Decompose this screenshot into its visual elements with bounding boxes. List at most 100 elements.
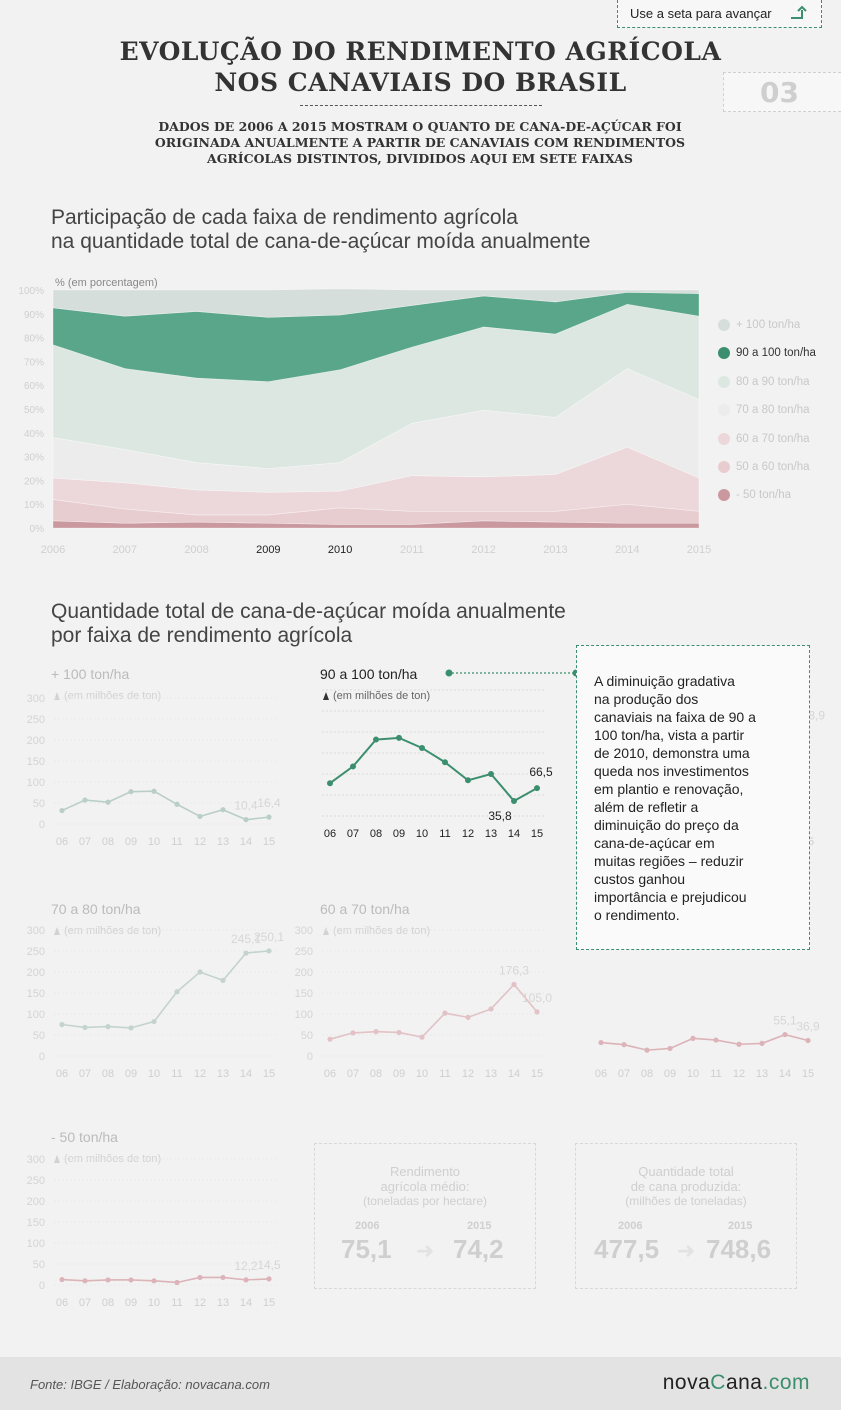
- area-ytick-label: 50%: [24, 405, 44, 416]
- small-xtick-label: 07: [79, 1068, 91, 1080]
- title-divider: [300, 105, 542, 106]
- small-xtick-label: 09: [125, 1068, 137, 1080]
- kpi-yield-year-a: 2006: [355, 1220, 380, 1232]
- callout-line: na produção dos: [594, 691, 699, 707]
- callout-line: queda nos investimentos: [594, 763, 749, 779]
- data-point: [243, 950, 249, 956]
- data-point: [197, 813, 203, 820]
- small-xtick-label: 08: [370, 1068, 382, 1080]
- small-xtick-label: 11: [171, 1068, 182, 1080]
- small-chart-ylabel: (em milhões de ton): [64, 690, 161, 702]
- footer-source: Fonte: IBGE / Elaboração: novacana.com: [30, 1377, 270, 1392]
- data-point: [621, 1042, 627, 1048]
- next-page-hint[interactable]: Use a seta para avançar: [617, 0, 822, 28]
- legend-item: 90 a 100 ton/ha: [718, 344, 816, 372]
- kpi-yield: Rendimento agrícola médio: (toneladas po…: [314, 1143, 536, 1289]
- small-xtick-label: 11: [439, 1068, 450, 1080]
- data-label: 176,3: [499, 963, 529, 977]
- small-ytick-label: 0: [307, 1051, 313, 1063]
- logo-part-nova: nova: [662, 1371, 711, 1394]
- small-xtick-label: 13: [217, 1068, 229, 1080]
- main-title-line2: NOS CANAVIAIS DO BRASIL: [214, 68, 627, 97]
- small-xtick-label: 14: [240, 1297, 252, 1309]
- legend-item: 70 a 80 ton/ha: [718, 401, 816, 429]
- callout-line: A diminuição gradativa: [594, 673, 735, 689]
- data-point: [174, 1279, 180, 1286]
- small-multiple-chart: + 100 ton/ha(em milhões de ton)050100150…: [27, 666, 281, 848]
- small-xtick-label: 09: [393, 828, 405, 840]
- callout-line: cana-de-açúcar em: [594, 835, 715, 851]
- data-point: [220, 1274, 226, 1281]
- small-xtick-label: 06: [324, 1068, 336, 1080]
- small-ytick-label: 100: [295, 1009, 313, 1021]
- legend-swatch: [718, 375, 730, 388]
- subtitle-line1: DADOS DE 2006 A 2015 MOSTRAM O QUANTO DE…: [158, 119, 682, 134]
- data-point: [243, 817, 249, 823]
- small-chart-title: 60 a 70 ton/ha: [320, 901, 410, 917]
- small-xtick-label: 07: [79, 836, 91, 848]
- legend-swatch: [718, 404, 730, 417]
- area-xtick-label: 2009: [256, 544, 280, 556]
- subtitle-line2: ORIGINADA ANUALMENTE A PARTIR DE CANAVIA…: [154, 135, 686, 150]
- data-point: [82, 1024, 88, 1031]
- area-xtick-label: 2014: [615, 544, 639, 556]
- data-label: 250,1: [254, 930, 284, 944]
- small-xtick-label: 07: [347, 828, 359, 840]
- small-ytick-label: 0: [39, 819, 45, 831]
- small-xtick-label: 08: [102, 1068, 114, 1080]
- data-point: [220, 807, 226, 813]
- brand-logo[interactable]: novaCana.com: [663, 1371, 810, 1395]
- section2-title: Quantidade total de cana-de-açúcar moída…: [51, 600, 566, 648]
- small-chart-ylabel: (em milhões de ton): [333, 690, 430, 702]
- callout-line: custos ganhou: [594, 871, 686, 887]
- small-multiple-chart: 90 a 100 ton/ha (em milhões de ton) 06 07 08…: [320, 666, 553, 840]
- weight-icon: [54, 927, 60, 935]
- area-ytick-label: 40%: [24, 429, 44, 440]
- small-xtick-label: 07: [347, 1068, 359, 1080]
- legend-item: 60 a 70 ton/ha: [718, 430, 816, 458]
- data-point: [151, 788, 157, 794]
- small-chart-title: 70 a 80 ton/ha: [51, 901, 141, 917]
- area-ytick-label: 30%: [24, 453, 44, 464]
- small-xtick-label: 15: [263, 1297, 275, 1309]
- small-xtick-label: 10: [148, 1068, 160, 1080]
- small-xtick-label: 09: [393, 1068, 405, 1080]
- legend-label: 80 a 90 ton/ha: [736, 375, 810, 388]
- data-point: [782, 1031, 788, 1038]
- kpi-total-year-a: 2006: [618, 1220, 643, 1232]
- small-xtick-label: 12: [733, 1068, 745, 1080]
- kpi-yield-value-a: 75,1: [341, 1234, 392, 1264]
- small-ytick-label: 50: [33, 1030, 45, 1042]
- small-xtick-label: 15: [263, 836, 275, 848]
- data-point: [667, 1045, 673, 1052]
- next-hint-label: Use a seta para avançar: [630, 6, 772, 21]
- small-xtick-label: 07: [79, 1297, 91, 1309]
- legend-item: 50 a 60 ton/ha: [718, 458, 816, 486]
- area-ytick-label: 90%: [24, 310, 44, 321]
- data-label: 36,9: [796, 1020, 820, 1034]
- callout-line: canaviais na faixa de 90 a: [594, 709, 756, 725]
- subtitle-line3: AGRÍCOLAS DISTINTOS, DIVIDIDOS AQUI EM S…: [207, 151, 633, 166]
- small-xtick-label: 13: [217, 1297, 229, 1309]
- callout-line: diminuição do preço da: [594, 817, 739, 833]
- data-point: [373, 736, 379, 743]
- main-title-line1: EVOLUÇÃO DO RENDIMENTO AGRÍCOLA: [119, 37, 722, 66]
- arrow-right-icon: ➜: [676, 1238, 696, 1263]
- section2-title-line2: por faixa de rendimento agrícola: [51, 624, 353, 647]
- small-ytick-label: 200: [27, 1196, 45, 1208]
- data-point: [59, 807, 65, 814]
- data-point: [534, 785, 540, 792]
- data-point: [174, 801, 180, 807]
- callout-line: além de refletir a: [594, 799, 699, 815]
- small-xtick-label: 11: [171, 836, 182, 848]
- small-xtick-label: 12: [194, 1068, 206, 1080]
- weight-icon: [54, 692, 60, 700]
- small-xtick-label: 06: [595, 1068, 607, 1080]
- small-ytick-label: 250: [27, 946, 45, 958]
- small-xtick-label: 15: [802, 1068, 814, 1080]
- kpi-yield-title: Rendimento agrícola médio:: [315, 1164, 535, 1194]
- data-point: [598, 1039, 604, 1046]
- area-ytick-label: 20%: [24, 476, 44, 487]
- data-point: [327, 780, 333, 787]
- data-point: [419, 744, 425, 751]
